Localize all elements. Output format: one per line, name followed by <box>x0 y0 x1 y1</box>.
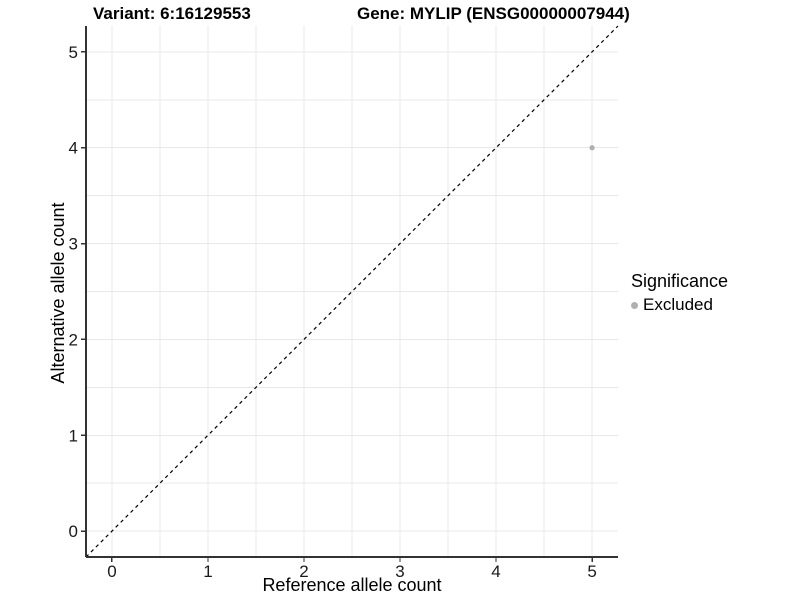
x-tick-label: 1 <box>203 562 212 581</box>
y-tick-label: 5 <box>69 43 78 62</box>
x-axis-title: Reference allele count <box>262 575 442 595</box>
plot-title-variant: Variant: 6:16129553 <box>93 4 251 23</box>
x-tick-label: 2 <box>299 562 308 581</box>
legend-key-dot-icon <box>631 301 638 309</box>
legend-item-excluded: Excluded <box>631 295 728 315</box>
plot-title-gene: Gene: MYLIP (ENSG00000007944) <box>357 4 630 23</box>
y-axis-title: Alternative allele count <box>48 202 68 384</box>
y-tick-label: 3 <box>69 235 78 254</box>
legend-item-label: Excluded <box>643 295 713 314</box>
data-point <box>589 145 595 151</box>
legend: Significance Excluded <box>631 271 728 315</box>
x-tick-label: 3 <box>395 562 404 581</box>
legend-title: Significance <box>631 271 729 291</box>
x-tick-label: 0 <box>107 562 116 581</box>
y-tick-label: 0 <box>69 522 78 541</box>
identity-dashed-line <box>85 25 619 558</box>
y-tick-label: 2 <box>69 330 78 349</box>
y-tick-label: 1 <box>69 426 78 445</box>
x-tick-label: 5 <box>587 562 596 581</box>
y-tick-label: 4 <box>69 139 78 158</box>
x-tick-label: 4 <box>491 562 500 581</box>
